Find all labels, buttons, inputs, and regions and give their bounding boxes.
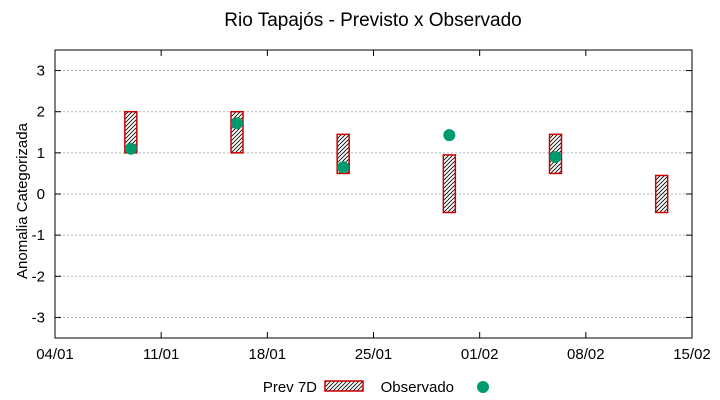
y-tick-label: -3 [32, 309, 45, 326]
forecast-range-bar [654, 174, 669, 214]
y-tick-label: 1 [37, 145, 45, 162]
legend-swatch-prev [324, 380, 364, 392]
y-axis-label: Anomalia Categorizada [14, 122, 31, 279]
observed-point [124, 142, 137, 155]
forecast-range-bar [442, 154, 457, 214]
x-tick-label: 25/01 [355, 346, 393, 363]
x-tick-label: 08/02 [567, 346, 605, 363]
legend-swatch-observado [477, 381, 489, 393]
legend-label-prev: Prev 7D [263, 379, 317, 396]
y-tick-label: 3 [37, 63, 45, 80]
data-marks [124, 110, 669, 214]
x-tick-label: 18/01 [249, 346, 287, 363]
chart-title: Rio Tapajós - Previsto x Observado [224, 10, 521, 31]
x-tick-label: 11/01 [143, 346, 179, 363]
y-axis: 3 2 1 0 -1 -2 -3 [32, 63, 692, 326]
legend-label-observado: Observado [381, 379, 454, 396]
observed-point [549, 150, 562, 163]
x-tick-label: 01/02 [461, 346, 499, 363]
grid-lines [55, 70, 692, 318]
x-axis: 04/01 11/01 18/01 25/01 01/02 08/02 15/02 [36, 50, 711, 363]
x-tick-label: 04/01 [36, 346, 74, 363]
legend: Prev 7D Observado [263, 379, 489, 396]
y-tick-label: -1 [32, 227, 45, 244]
y-tick-label: 2 [37, 104, 45, 121]
y-tick-label: -2 [32, 268, 45, 285]
observed-point [231, 117, 243, 130]
x-tick-label: 15/02 [673, 346, 711, 363]
observed-point [337, 161, 350, 174]
y-tick-label: 0 [37, 186, 45, 203]
observed-point [443, 129, 456, 142]
